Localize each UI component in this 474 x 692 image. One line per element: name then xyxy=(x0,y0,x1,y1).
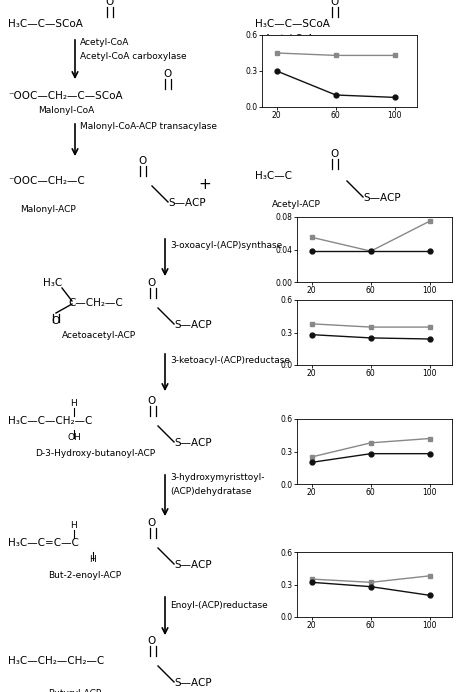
Text: O: O xyxy=(148,518,156,528)
Text: transacylase: transacylase xyxy=(325,63,383,72)
Text: O: O xyxy=(148,396,156,406)
Text: Acetyl-CoA: Acetyl-CoA xyxy=(265,34,314,43)
Text: Malonyl-CoA-ACP transacylase: Malonyl-CoA-ACP transacylase xyxy=(80,122,217,131)
Text: O: O xyxy=(139,156,147,166)
Text: Acetoacetyl-ACP: Acetoacetyl-ACP xyxy=(62,331,136,340)
Text: H₃C—C: H₃C—C xyxy=(255,171,292,181)
Text: H: H xyxy=(71,521,77,530)
Text: C—CH₂—C: C—CH₂—C xyxy=(68,298,123,308)
Text: O: O xyxy=(331,149,339,159)
Text: S—ACP: S—ACP xyxy=(168,198,206,208)
Text: But-2-enoyl-ACP: But-2-enoyl-ACP xyxy=(48,571,121,580)
Text: Acetyl-CoA: Acetyl-CoA xyxy=(80,38,129,47)
Text: Malonyl-ACP: Malonyl-ACP xyxy=(20,205,76,214)
Text: O: O xyxy=(106,0,114,7)
Text: S—ACP: S—ACP xyxy=(174,678,211,688)
Text: H₃C—C—CH₂—C: H₃C—C—CH₂—C xyxy=(8,416,92,426)
Text: H: H xyxy=(71,399,77,408)
Text: H₃C—C—SCoA: H₃C—C—SCoA xyxy=(8,19,83,29)
Text: Butyryl-ACP: Butyryl-ACP xyxy=(48,689,101,692)
Text: Malonyl-CoA: Malonyl-CoA xyxy=(38,106,94,115)
Text: S—ACP: S—ACP xyxy=(174,560,211,570)
Text: S—ACP: S—ACP xyxy=(363,193,401,203)
Text: O: O xyxy=(148,278,156,288)
Text: 3-ketoacyl-(ACP)reductase: 3-ketoacyl-(ACP)reductase xyxy=(170,356,290,365)
Text: H₃C—C=C—C: H₃C—C=C—C xyxy=(8,538,79,548)
Text: H₃C: H₃C xyxy=(43,278,62,288)
Text: O: O xyxy=(148,636,156,646)
Text: (ACP)dehydratase: (ACP)dehydratase xyxy=(170,487,252,496)
Text: H₃C—CH₂—CH₂—C: H₃C—CH₂—CH₂—C xyxy=(8,656,104,666)
Text: 3-oxoacyl-(ACP)synthase: 3-oxoacyl-(ACP)synthase xyxy=(170,241,282,250)
Text: S—ACP: S—ACP xyxy=(174,320,211,330)
Text: D-3-Hydroxy-butanoyl-ACP: D-3-Hydroxy-butanoyl-ACP xyxy=(35,449,155,458)
Text: H₃C—C—SCoA: H₃C—C—SCoA xyxy=(255,19,330,29)
Text: Acetyl-CoA-ACP-: Acetyl-CoA-ACP- xyxy=(325,50,398,59)
Text: +: + xyxy=(199,177,211,192)
Text: O: O xyxy=(164,69,172,79)
Text: Acetyl-CoA carboxylase: Acetyl-CoA carboxylase xyxy=(80,52,187,61)
Text: Enoyl-(ACP)reductase: Enoyl-(ACP)reductase xyxy=(170,601,268,610)
Text: H: H xyxy=(90,555,96,564)
Text: O: O xyxy=(331,0,339,7)
Text: ⁻OOC—CH₂—C—SCoA: ⁻OOC—CH₂—C—SCoA xyxy=(8,91,123,101)
Text: S—ACP: S—ACP xyxy=(174,438,211,448)
Text: OH: OH xyxy=(67,433,81,442)
Text: O: O xyxy=(51,316,59,326)
Text: ⁻OOC—CH₂—C: ⁻OOC—CH₂—C xyxy=(8,176,85,186)
Text: 3-hydroxymyristtoyl-: 3-hydroxymyristtoyl- xyxy=(170,473,264,482)
Text: Acetyl-ACP: Acetyl-ACP xyxy=(272,200,321,209)
